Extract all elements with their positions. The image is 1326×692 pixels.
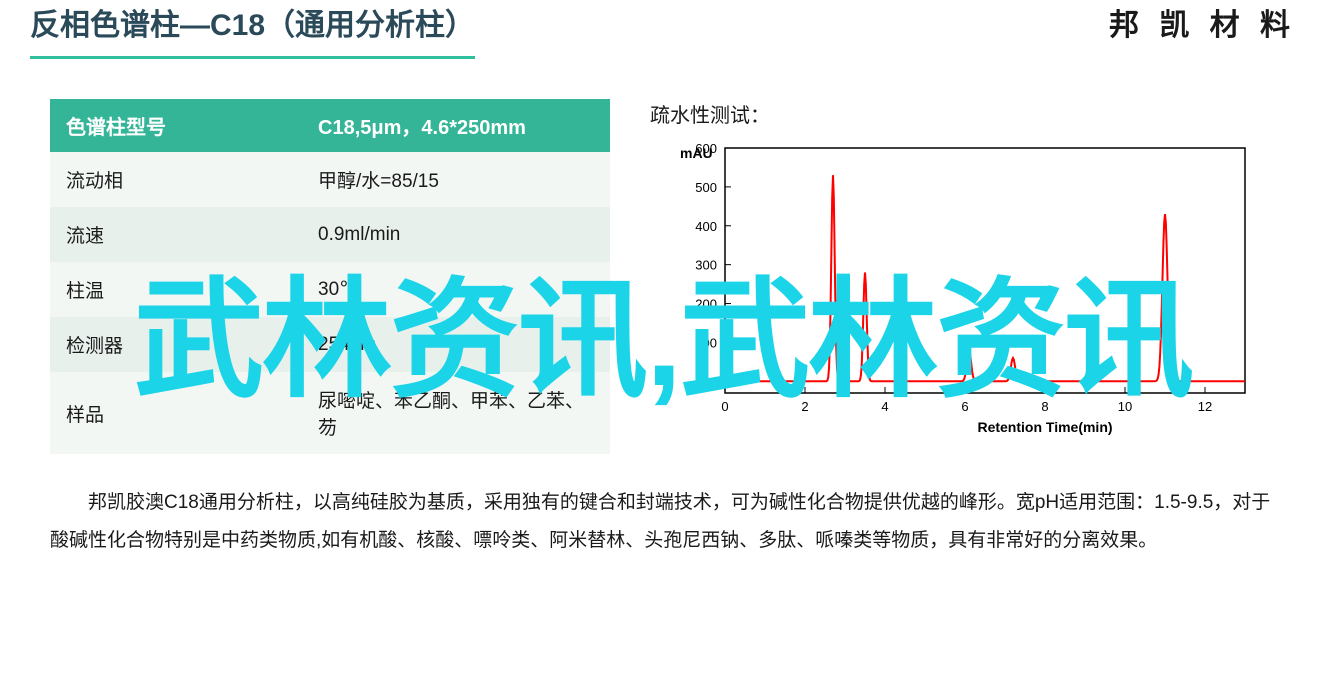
cell-value: 30℃: [302, 262, 610, 317]
table-row: 柱温 30℃: [50, 262, 610, 317]
svg-text:8: 8: [1041, 399, 1048, 414]
cell-label: 柱温: [50, 262, 302, 317]
svg-text:0: 0: [721, 399, 728, 414]
cell-label: 检测器: [50, 317, 302, 372]
svg-text:500: 500: [695, 180, 717, 195]
svg-text:12: 12: [1198, 399, 1212, 414]
brand-logo: 邦 凯 材 料: [1109, 0, 1296, 44]
chromatogram-svg: 0100200300400500600024681012mAURetention…: [650, 138, 1260, 438]
cell-label: 流速: [50, 207, 302, 262]
svg-text:10: 10: [1118, 399, 1132, 414]
chart-section: 疏水性测试： 0100200300400500600024681012mAURe…: [650, 99, 1296, 454]
svg-text:300: 300: [695, 258, 717, 273]
table-header-model: 色谱柱型号: [50, 99, 302, 152]
svg-text:200: 200: [695, 297, 717, 312]
table-row: 样品 尿嘧啶、苯乙酮、甲苯、乙苯、芴: [50, 372, 610, 454]
cell-label: 样品: [50, 372, 302, 454]
table-body: 流动相 甲醇/水=85/15 流速 0.9ml/min 柱温 30℃ 检测器 2…: [50, 152, 610, 454]
spec-table: 色谱柱型号 C18,5μm，4.6*250mm 流动相 甲醇/水=85/15 流…: [50, 99, 610, 454]
cell-value: 0.9ml/min: [302, 207, 610, 262]
spec-table-section: 色谱柱型号 C18,5μm，4.6*250mm 流动相 甲醇/水=85/15 流…: [50, 99, 610, 454]
cell-label: 流动相: [50, 152, 302, 207]
svg-text:Retention Time(min): Retention Time(min): [977, 419, 1112, 435]
table-header-spec: C18,5μm，4.6*250mm: [302, 99, 610, 152]
chromatogram-chart: 0100200300400500600024681012mAURetention…: [650, 138, 1260, 438]
title-block: 反相色谱柱—C18（通用分析柱）: [30, 0, 475, 59]
cell-value: 尿嘧啶、苯乙酮、甲苯、乙苯、芴: [302, 372, 610, 454]
content-area: 色谱柱型号 C18,5μm，4.6*250mm 流动相 甲醇/水=85/15 流…: [0, 59, 1326, 454]
svg-text:400: 400: [695, 219, 717, 234]
table-row: 流速 0.9ml/min: [50, 207, 610, 262]
cell-value: 254nm: [302, 317, 610, 372]
chart-title: 疏水性测试：: [650, 99, 1296, 128]
table-row: 流动相 甲醇/水=85/15: [50, 152, 610, 207]
svg-text:4: 4: [881, 399, 888, 414]
title-underline: [30, 56, 475, 59]
page-title: 反相色谱柱—C18（通用分析柱）: [30, 0, 475, 52]
table-row: 检测器 254nm: [50, 317, 610, 372]
svg-text:2: 2: [801, 399, 808, 414]
svg-text:mAU: mAU: [680, 145, 713, 161]
description-text: 邦凯胶澳C18通用分析柱，以高纯硅胶为基质，采用独有的键合和封端技术，可为碱性化…: [0, 454, 1326, 560]
svg-text:100: 100: [695, 335, 717, 350]
table-header-row: 色谱柱型号 C18,5μm，4.6*250mm: [50, 99, 610, 152]
page-header: 反相色谱柱—C18（通用分析柱） 邦 凯 材 料: [0, 0, 1326, 59]
svg-text:0: 0: [710, 374, 717, 389]
svg-text:6: 6: [961, 399, 968, 414]
cell-value: 甲醇/水=85/15: [302, 152, 610, 207]
